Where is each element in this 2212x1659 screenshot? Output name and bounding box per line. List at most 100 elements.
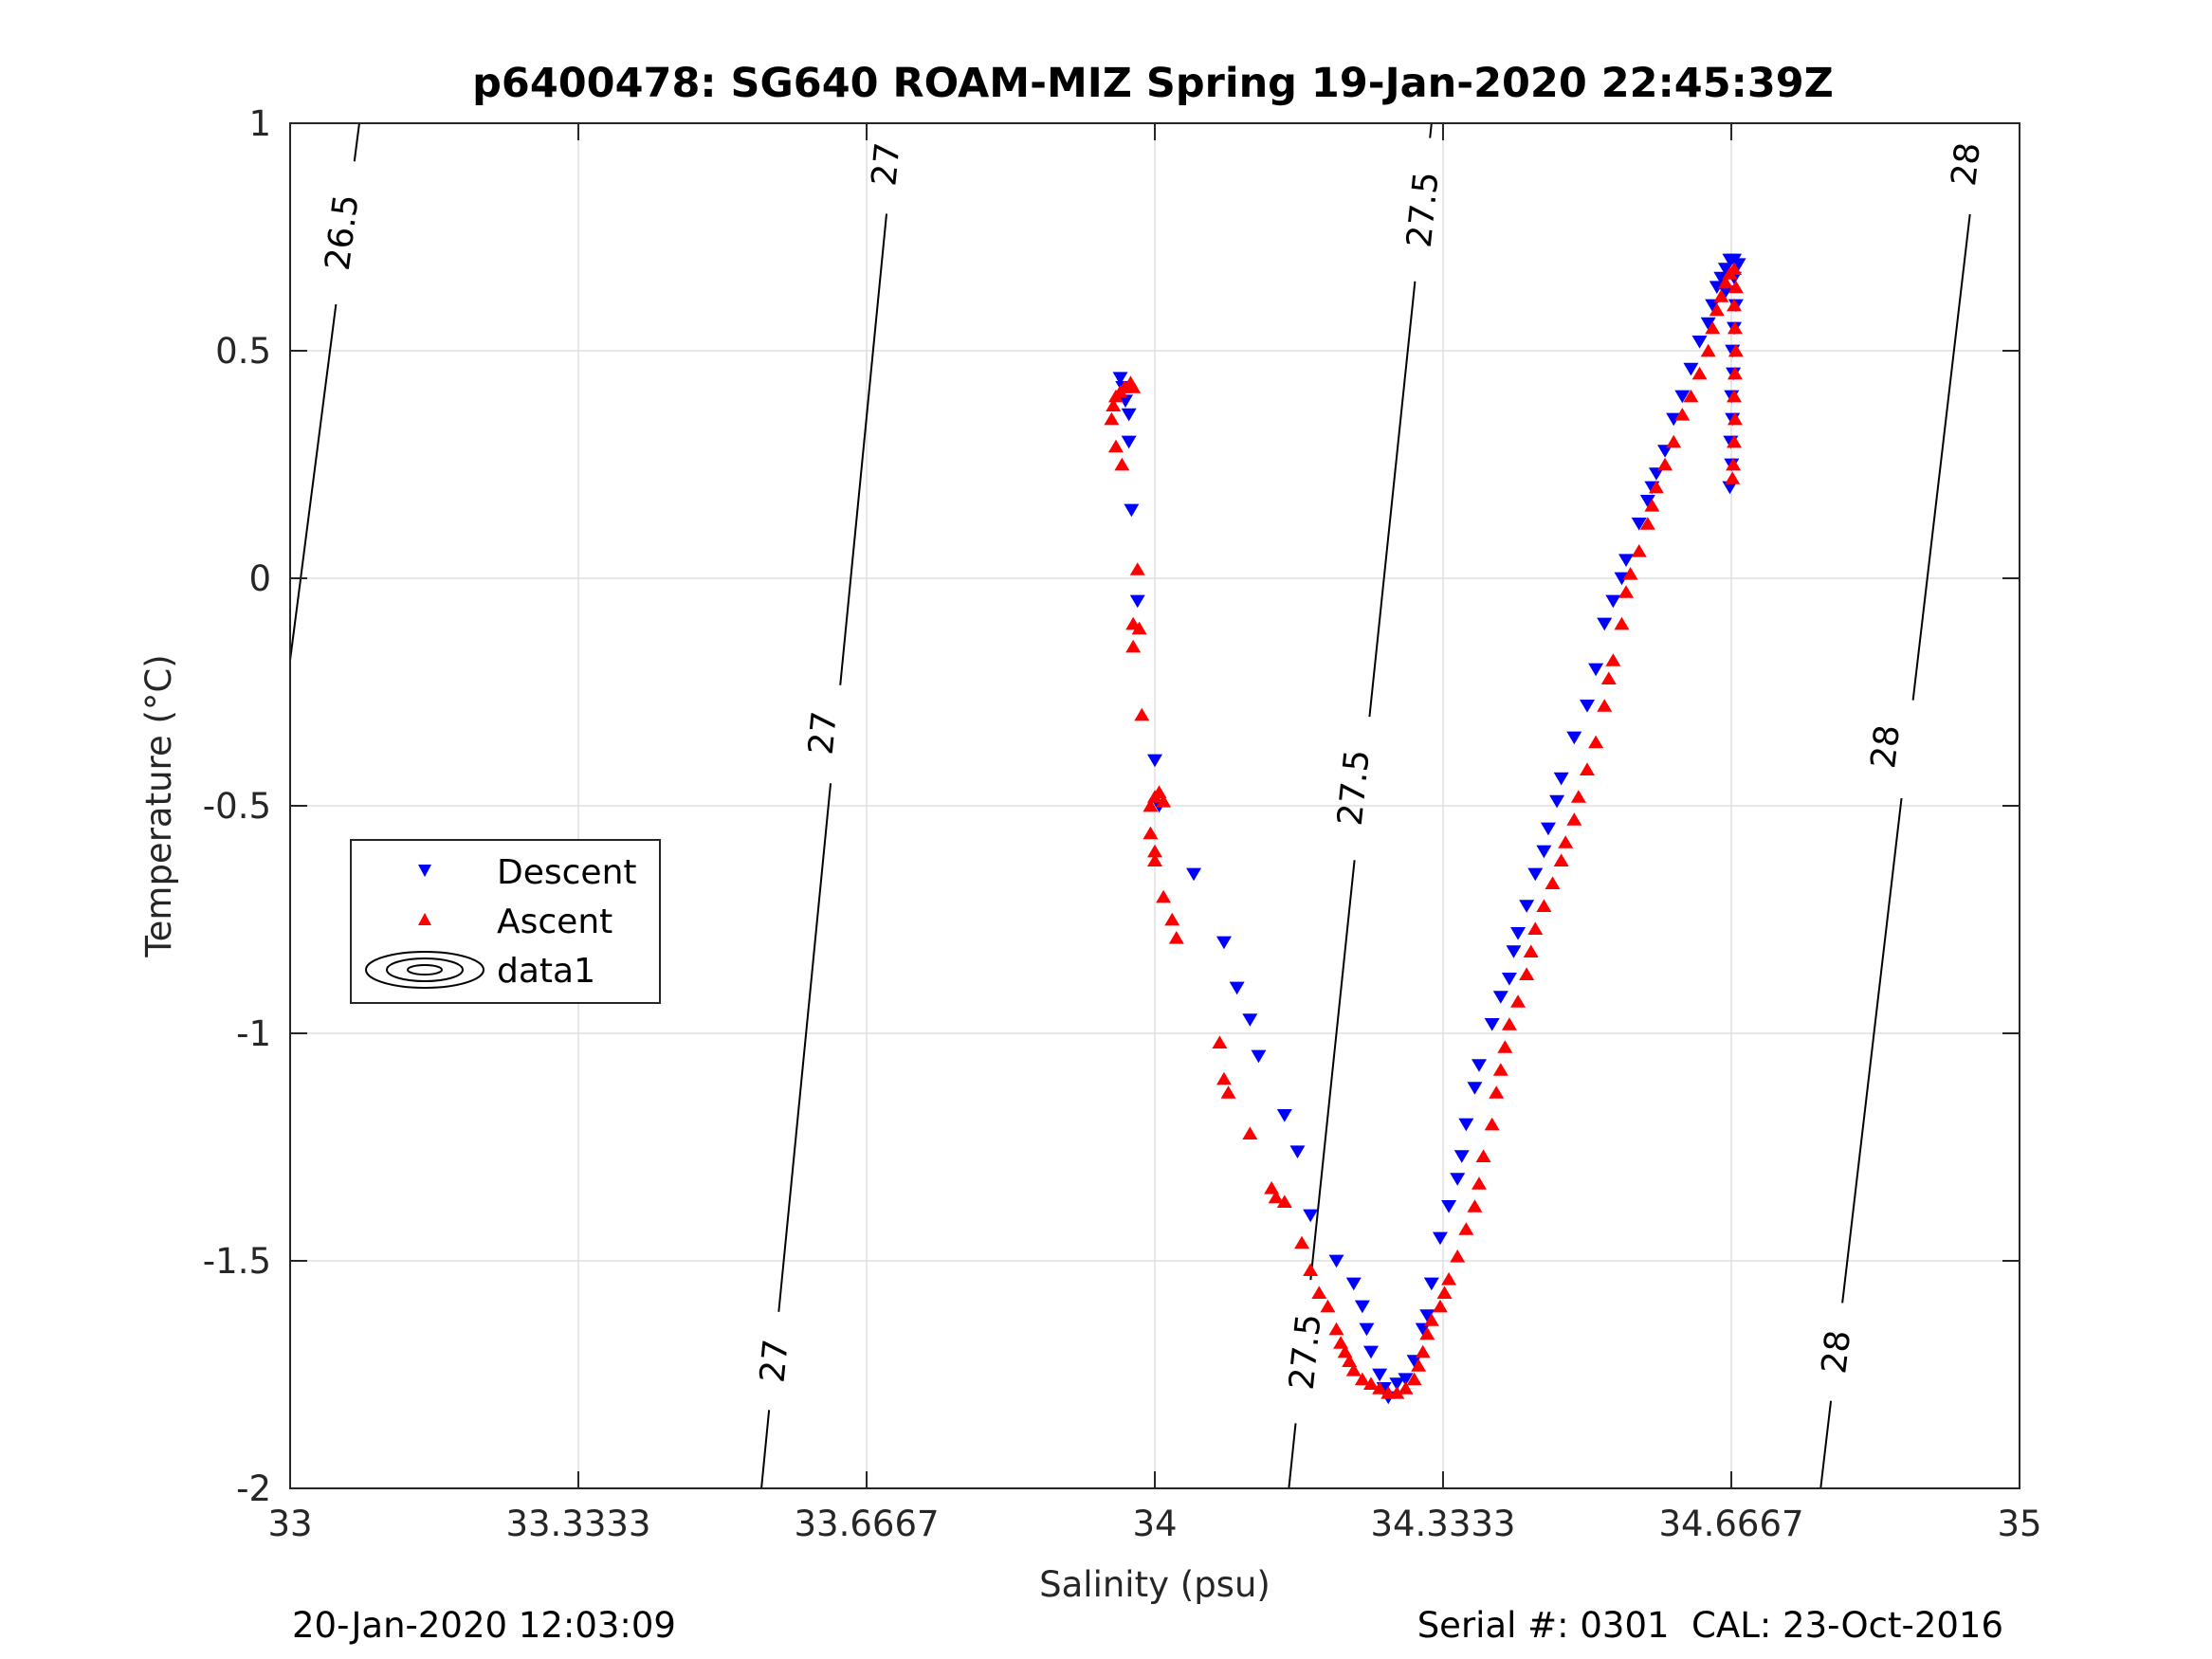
contour-label: 28 (1864, 722, 1908, 770)
ascent-marker (1147, 853, 1162, 866)
descent-marker (1242, 1013, 1258, 1027)
descent-marker (1722, 481, 1738, 495)
ascent-marker (1143, 798, 1159, 812)
ascent-marker (1168, 931, 1184, 944)
contour-line-27 (777, 783, 832, 1312)
descent-marker (1216, 936, 1232, 950)
x-tick-label: 34 (1132, 1504, 1177, 1544)
ascent-marker (1436, 1285, 1453, 1299)
descent-marker (1406, 1355, 1422, 1368)
y-tick-label: -0.5 (203, 786, 271, 827)
ascent-marker (1553, 853, 1569, 866)
ascent-marker (1406, 1372, 1422, 1386)
ascent-marker (1728, 280, 1744, 294)
y-tick-label: -1 (236, 1013, 271, 1054)
descent-marker (1121, 435, 1137, 449)
x-tick-label: 34.3333 (1370, 1504, 1515, 1544)
descent-marker (1540, 822, 1556, 836)
ascent-marker (1125, 639, 1142, 653)
ascent-marker (1467, 1199, 1483, 1212)
descent-marker (1492, 991, 1508, 1004)
descent-marker (1549, 794, 1565, 809)
contour-line-27 (839, 213, 888, 685)
ascent-marker (1320, 1299, 1336, 1313)
ascent-marker (1527, 921, 1544, 935)
x-tick-label: 35 (1997, 1504, 2041, 1544)
ascent-marker (1566, 812, 1582, 826)
descent-marker (1588, 663, 1604, 677)
ascent-marker (1728, 343, 1744, 357)
chart-title: p6400478: SG640 ROAM-MIZ Spring 19-Jan-2… (472, 60, 1834, 107)
descent-marker (1580, 700, 1595, 713)
ascent-marker (1151, 785, 1167, 798)
ascent-marker (1639, 517, 1655, 530)
isopycnal-contours: 26.5 27 27 27 27.5 27.5 27.5 28 28 28 (289, 122, 1988, 1489)
descent-marker (1415, 1322, 1431, 1337)
ascent-marker (1726, 457, 1742, 471)
contour-line-27.5 (1429, 122, 1433, 138)
contour-line-28 (1841, 797, 1903, 1304)
contour-line-27.5 (1288, 1423, 1297, 1489)
ascent-marker (1674, 408, 1691, 421)
contour-line-27.5 (1309, 860, 1356, 1281)
ascent-marker (1510, 994, 1526, 1008)
descent-marker (1432, 1231, 1448, 1246)
ascent-marker (1648, 480, 1664, 494)
descent-marker (1303, 1209, 1319, 1223)
contour-label: 26.5 (319, 192, 367, 273)
ascent-marker (1131, 621, 1147, 635)
ascent-marker (1472, 1176, 1487, 1190)
ascent-marker (1597, 699, 1613, 712)
ascent-marker (1657, 457, 1673, 471)
legend-ascent-marker (418, 913, 431, 925)
ascent-marker (1631, 544, 1647, 557)
descent-marker (1510, 927, 1526, 940)
x-tick-label: 34.6667 (1659, 1504, 1804, 1544)
descent-marker (1229, 981, 1245, 995)
ascent-marker (1432, 1299, 1448, 1313)
ascent-marker (1372, 1381, 1388, 1395)
ascent-marker (1242, 1126, 1258, 1139)
contour-label: 27 (802, 709, 845, 757)
ascent-marker (1134, 707, 1150, 721)
contour-line-26.5 (289, 303, 338, 661)
descent-marker (1705, 299, 1721, 313)
ascent-marker (1713, 289, 1729, 302)
ascent-marker (1727, 262, 1743, 275)
descent-marker (1618, 554, 1635, 567)
ascent-marker (1294, 1235, 1310, 1249)
ascent-marker (1600, 671, 1617, 684)
ascent-marker (1328, 1322, 1344, 1336)
descent-marker (1251, 1049, 1267, 1064)
ascent-marker (1129, 562, 1145, 575)
contour-label: 28 (1945, 140, 1988, 188)
descent-marker (1553, 772, 1569, 786)
ascent-marker (1580, 762, 1595, 775)
descent-marker (1501, 973, 1517, 986)
descent-marker (1691, 336, 1708, 349)
x-tick-label: 33.3333 (505, 1504, 650, 1544)
ascent-marker (1104, 411, 1120, 426)
ascent-marker (1709, 302, 1725, 317)
data-markers (1104, 253, 1746, 1405)
ascent-marker (1342, 1354, 1358, 1367)
footer-timestamp: 20-Jan-2020 12:03:09 (292, 1605, 676, 1646)
contour-label: 27.5 (1331, 748, 1378, 828)
y-tick-label: -1.5 (203, 1241, 271, 1282)
ascent-marker (1107, 439, 1124, 453)
axis-ticks (289, 122, 2020, 1489)
descent-marker (1354, 1300, 1370, 1314)
x-tick-label: 33 (267, 1504, 312, 1544)
descent-marker (1363, 1345, 1379, 1359)
ascent-marker (1333, 1336, 1349, 1349)
ascent-marker (1423, 1313, 1439, 1326)
descent-marker (1519, 900, 1535, 913)
descent-marker (1359, 1322, 1375, 1337)
ascent-marker (1497, 1040, 1513, 1053)
descent-marker (1674, 390, 1691, 404)
ascent-marker (1125, 380, 1142, 393)
ascent-marker (1398, 1381, 1414, 1395)
ascent-marker (1303, 1263, 1319, 1276)
descent-marker (1458, 1118, 1474, 1132)
legend-data1-label: data1 (497, 952, 595, 991)
